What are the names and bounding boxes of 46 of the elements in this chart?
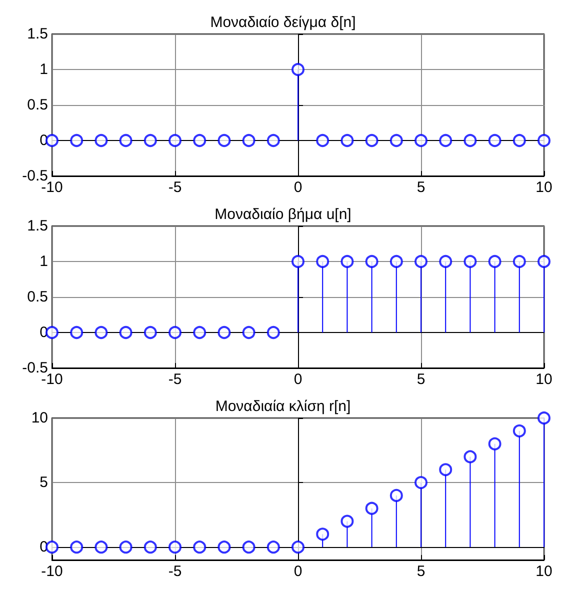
y-tick-label: 0.5 — [27, 96, 48, 114]
point — [365, 502, 378, 515]
point — [266, 540, 280, 554]
x-tick-label: 0 — [294, 179, 302, 196]
y-tick-label: 10 — [31, 410, 48, 426]
chart-title: Μοναδιαίο δείγμα δ[n] — [210, 14, 356, 31]
y-tick-label: 1.5 — [27, 218, 48, 234]
y-tick-label: -0.5 — [22, 360, 48, 376]
chart-title: Μοναδιαίο βήμα u[n] — [214, 206, 352, 223]
point — [193, 540, 206, 554]
point — [94, 540, 108, 554]
point — [488, 437, 502, 450]
y-tick-label: 0.5 — [27, 288, 48, 306]
x-tick-label: -5 — [168, 371, 182, 388]
x-tick-label: 10 — [536, 371, 552, 388]
x-tick-label: -10 — [41, 563, 63, 580]
x-tick-label: 5 — [416, 179, 426, 196]
x-tick-label: 5 — [416, 563, 426, 580]
x-tick-label: 0 — [294, 371, 302, 388]
point — [292, 540, 304, 554]
point — [340, 514, 354, 528]
y-tick-label: 1 — [40, 61, 48, 78]
x-tick-label: -5 — [168, 179, 182, 196]
point — [144, 540, 157, 554]
point — [538, 412, 550, 424]
point — [242, 540, 256, 554]
point — [439, 463, 452, 476]
point — [512, 424, 526, 438]
x-tick-label: 10 — [536, 179, 552, 196]
y-tick-label: -0.5 — [22, 168, 48, 184]
y-tick-label: 5 — [40, 474, 48, 492]
x-tick-label: 10 — [536, 563, 552, 580]
point — [414, 476, 428, 490]
point — [218, 540, 231, 554]
point — [316, 528, 330, 541]
x-tick-label: -5 — [168, 563, 182, 580]
x-tick-label: 0 — [294, 563, 302, 580]
point — [119, 540, 132, 554]
x-tick-label: 5 — [416, 371, 426, 388]
point — [390, 488, 403, 502]
y-tick-label: 1.5 — [27, 26, 48, 42]
point — [168, 540, 182, 554]
chart-title: Μοναδιαία κλίση r[n] — [215, 398, 351, 415]
y-tick-label: 1 — [40, 253, 48, 270]
point — [464, 450, 477, 464]
point — [70, 540, 84, 554]
